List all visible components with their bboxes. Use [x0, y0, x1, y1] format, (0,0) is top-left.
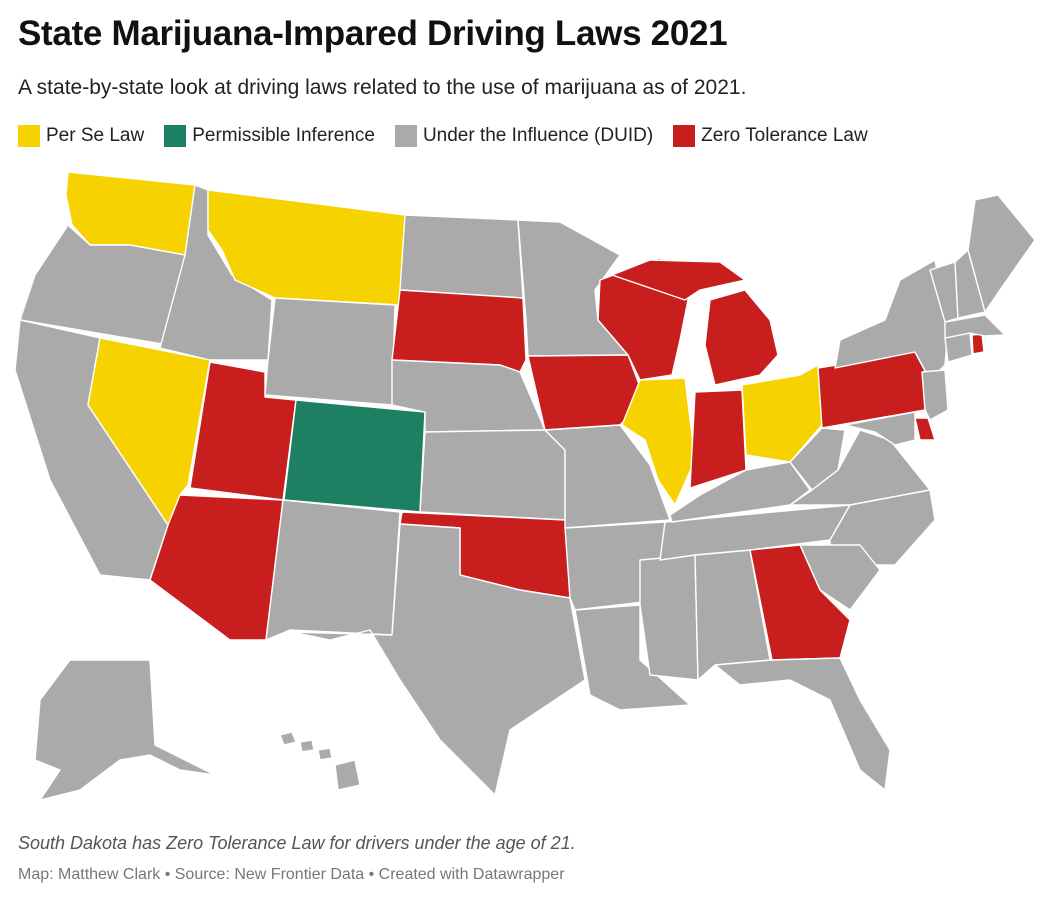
- state-HI[interactable]: [279, 731, 361, 791]
- state-MI[interactable]: [611, 259, 779, 386]
- state-SD[interactable]: [391, 289, 527, 373]
- state-NM[interactable]: [265, 499, 401, 641]
- us-map: [14, 171, 1036, 801]
- state-OR[interactable]: [19, 224, 186, 346]
- state-RI[interactable]: [971, 333, 985, 355]
- state-TX[interactable]: [291, 523, 586, 796]
- legend: Per Se Law Permissible Inference Under t…: [18, 125, 888, 147]
- legend-label-zero-tolerance: Zero Tolerance Law: [701, 125, 868, 146]
- map-subtitle: A state-by-state look at driving laws re…: [18, 76, 747, 99]
- legend-item-permissible: Permissible Inference: [164, 125, 375, 147]
- state-FL[interactable]: [714, 657, 891, 791]
- legend-item-per-se: Per Se Law: [18, 125, 144, 147]
- legend-swatch-zero-tolerance: [673, 125, 696, 147]
- footnote: South Dakota has Zero Tolerance Law for …: [18, 833, 576, 853]
- state-WY[interactable]: [264, 297, 396, 406]
- legend-item-duid: Under the Influence (DUID): [394, 125, 654, 147]
- legend-swatch-permissible: [164, 125, 187, 147]
- state-ME[interactable]: [967, 194, 1036, 313]
- state-IN[interactable]: [689, 389, 747, 489]
- credit-line: Map: Matthew Clark • Source: New Frontie…: [18, 866, 565, 883]
- state-AK[interactable]: [34, 659, 216, 801]
- legend-label-per-se: Per Se Law: [46, 125, 145, 146]
- state-DE[interactable]: [914, 417, 936, 441]
- state-NJ[interactable]: [921, 369, 949, 421]
- legend-item-zero-tolerance: Zero Tolerance Law: [673, 125, 868, 147]
- state-KS[interactable]: [419, 429, 566, 521]
- map-title: State Marijuana-Impared Driving Laws 202…: [18, 14, 728, 53]
- legend-label-permissible: Permissible Inference: [192, 125, 375, 146]
- state-MA[interactable]: [944, 314, 1006, 339]
- legend-label-duid: Under the Influence (DUID): [422, 125, 654, 146]
- state-IL[interactable]: [621, 377, 696, 506]
- state-MS[interactable]: [639, 554, 699, 681]
- state-ND[interactable]: [399, 214, 524, 299]
- legend-swatch-duid: [394, 125, 417, 147]
- legend-swatch-per-se: [18, 125, 40, 147]
- state-CO[interactable]: [283, 399, 426, 513]
- state-MD[interactable]: [844, 411, 916, 446]
- state-KY[interactable]: [669, 461, 811, 523]
- state-MO[interactable]: [544, 424, 671, 529]
